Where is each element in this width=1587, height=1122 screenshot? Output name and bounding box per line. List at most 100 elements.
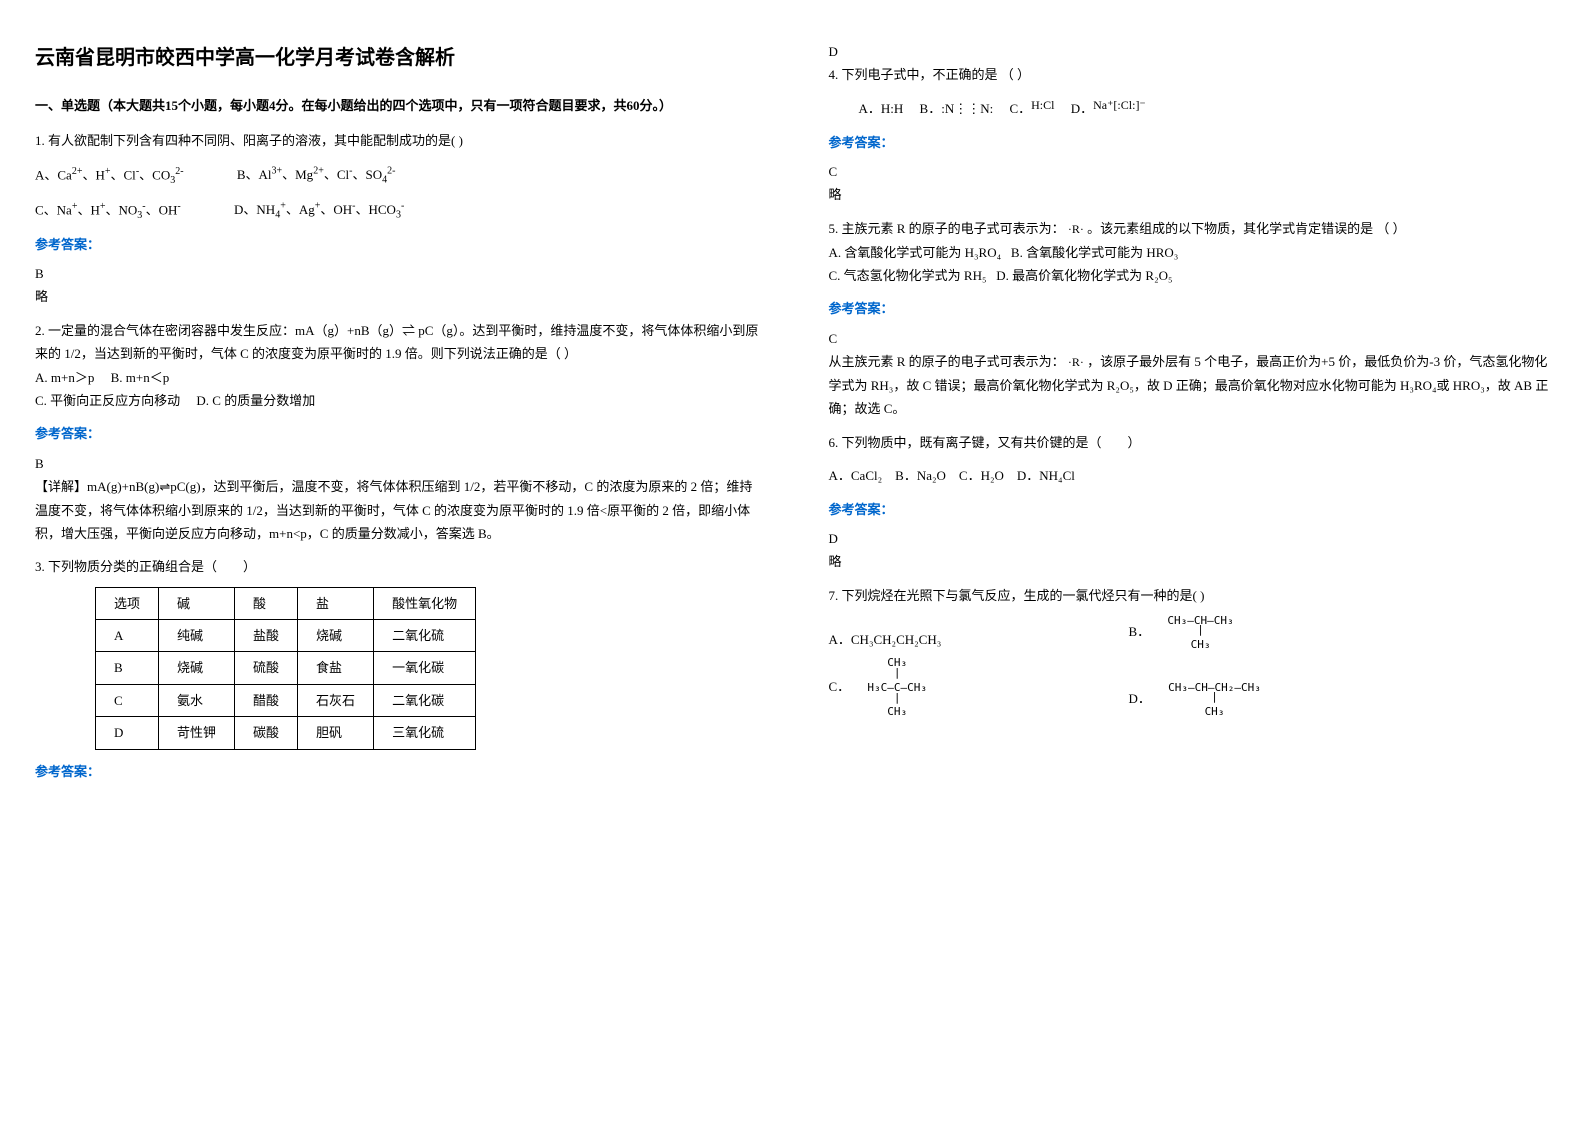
q1-options-row2: C、Na+、H+、NO3-、OH- D、NH4+、Ag+、OH-、HCO3-	[35, 198, 759, 225]
q6-opt-c: C．H₂O	[959, 468, 1004, 483]
question-3: 3. 下列物质分类的正确组合是（ ） 选项 碱 酸 盐 酸性氧化物 A 纯碱 盐…	[35, 555, 759, 749]
q5-opts-line2: C. 气态氢化物化学式为 RH₅ D. 最高价氧化物化学式为 R₂O₅	[829, 264, 1553, 287]
q1-answer-label: 参考答案：	[35, 233, 759, 256]
q3-answer-label: 参考答案：	[35, 760, 759, 783]
td: 三氧化硫	[374, 717, 476, 749]
q5-opts-line1: A. 含氧酸化学式可能为 H₃RO₄ B. 含氧酸化学式可能为 HRO₃	[829, 241, 1553, 264]
td: 苛性钾	[159, 717, 235, 749]
table-row: C 氨水 醋酸 石灰石 二氧化碳	[96, 684, 476, 716]
q4-options: A．H:H B．:N⋮⋮N: C．H:Cl D．Na⁺[:Cl:]⁻	[829, 97, 1553, 121]
q2-stem: 2. 一定量的混合气体在密闭容器中发生反应：mA（g）+nB（g）⇌ pC（g）…	[35, 319, 759, 366]
td: D	[96, 717, 159, 749]
q7-opt-d: D． CH₃—CH—CH₂—CH₃ | CH₃	[1129, 682, 1271, 718]
q5-stem: 5. 主族元素 R 的原子的电子式可表示为： ·R· 。该元素组成的以下物质，其…	[829, 217, 1553, 241]
q1-explain: 略	[35, 285, 759, 308]
q2-explain: 【详解】mA(g)+nB(g)⇌pC(g)，达到平衡后，温度不变，将气体体积压缩…	[35, 475, 759, 545]
q4-answer: C	[829, 160, 1553, 183]
q2-opt-d: D. C 的质量分数增加	[196, 393, 315, 408]
q2-opts-line1: A. m+n＞p B. m+n＜p	[35, 366, 759, 389]
table-row: B 烧碱 硫酸 食盐 一氧化碳	[96, 652, 476, 684]
q1-opt-b: B、Al3+、Mg2+、Cl-、SO42-	[237, 167, 396, 182]
q7-stem: 7. 下列烷烃在光照下与氯气反应，生成的一氯代烃只有一种的是( )	[829, 584, 1553, 607]
q3-table: 选项 碱 酸 盐 酸性氧化物 A 纯碱 盐酸 烧碱 二氧化硫 B 烧碱 硫酸 食…	[95, 587, 476, 750]
q2-opt-a: A. m+n＞p	[35, 370, 94, 385]
q4-opt-d: D．Na⁺[:Cl:]⁻	[1071, 101, 1146, 116]
td: 石灰石	[298, 684, 374, 716]
q4-opt-a: A．H:H	[859, 101, 904, 116]
td: 二氧化碳	[374, 684, 476, 716]
table-row: A 纯碱 盐酸 烧碱 二氧化硫	[96, 620, 476, 652]
question-2: 2. 一定量的混合气体在密闭容器中发生反应：mA（g）+nB（g）⇌ pC（g）…	[35, 319, 759, 413]
q6-answer-label: 参考答案：	[829, 498, 1553, 521]
q4-c-formula: H:Cl	[1031, 95, 1054, 117]
td: 碳酸	[235, 717, 298, 749]
q2-answer-label: 参考答案：	[35, 422, 759, 445]
q7-row2: C． CH₃ | H₃C—C—CH₃ | CH₃ D． CH₃—CH—CH₂—C…	[829, 657, 1553, 717]
q1-answer: B	[35, 262, 759, 285]
td: A	[96, 620, 159, 652]
q6-opt-b: B．Na₂O	[895, 468, 946, 483]
q6-stem: 6. 下列物质中，既有离子键，又有共价键的是（ ）	[829, 431, 1553, 454]
td: 盐酸	[235, 620, 298, 652]
q1-stem: 1. 有人欲配制下列含有四种不同阴、阳离子的溶液，其中能配制成功的是( )	[35, 129, 759, 152]
q3-answer: D	[829, 40, 1553, 63]
td: 二氧化硫	[374, 620, 476, 652]
left-column: 云南省昆明市皎西中学高一化学月考试卷含解析 一、单选题（本大题共15个小题，每小…	[0, 0, 794, 1122]
q4-stem: 4. 下列电子式中，不正确的是 （ ）	[829, 63, 1553, 86]
question-6: 6. 下列物质中，既有离子键，又有共价键的是（ ） A．CaCl₂ B．Na₂O…	[829, 431, 1553, 488]
table-row: D 苛性钾 碳酸 胆矾 三氧化硫	[96, 717, 476, 749]
table-header-row: 选项 碱 酸 盐 酸性氧化物	[96, 587, 476, 619]
q4-opt-b: B．:N⋮⋮N:	[920, 101, 994, 116]
td: 胆矾	[298, 717, 374, 749]
electron-dot-icon: ·R·	[1068, 219, 1084, 241]
q6-answer: D	[829, 527, 1553, 550]
q6-opt-d: D．NH₄Cl	[1017, 468, 1075, 483]
q1-opt-a: A、Ca2+、H+、Cl-、CO32-	[35, 163, 184, 190]
question-5: 5. 主族元素 R 的原子的电子式可表示为： ·R· 。该元素组成的以下物质，其…	[829, 217, 1553, 288]
th-2: 酸	[235, 587, 298, 619]
td: 一氧化碳	[374, 652, 476, 684]
q2-opts-line2: C. 平衡向正反应方向移动 D. C 的质量分数增加	[35, 389, 759, 412]
q2-answer: B	[35, 452, 759, 475]
question-7: 7. 下列烷烃在光照下与氯气反应，生成的一氯代烃只有一种的是( ) A．CH₃C…	[829, 584, 1553, 718]
th-0: 选项	[96, 587, 159, 619]
q3-stem: 3. 下列物质分类的正确组合是（ ）	[35, 555, 759, 578]
q4-answer-label: 参考答案：	[829, 131, 1553, 154]
th-1: 碱	[159, 587, 235, 619]
q6-opt-a: A．CaCl₂	[829, 468, 883, 483]
th-3: 盐	[298, 587, 374, 619]
right-column: D 4. 下列电子式中，不正确的是 （ ） A．H:H B．:N⋮⋮N: C．H…	[794, 0, 1587, 1122]
q2-opt-c: C. 平衡向正反应方向移动	[35, 393, 180, 408]
structure-b: CH₃—CH—CH₃ | CH₃	[1167, 615, 1233, 651]
q7-opt-b: B． CH₃—CH—CH₃ | CH₃	[1129, 615, 1244, 651]
q5-opt-b: B. 含氧酸化学式可能为 HRO₃	[1011, 245, 1178, 260]
question-4: 4. 下列电子式中，不正确的是 （ ） A．H:H B．:N⋮⋮N: C．H:C…	[829, 63, 1553, 120]
q5-opt-c: C. 气态氢化物化学式为 RH₅	[829, 268, 987, 283]
q4-opt-c: C．H:Cl	[1009, 101, 1054, 116]
q5-opt-a: A. 含氧酸化学式可能为 H₃RO₄	[829, 245, 1002, 260]
q6-options: A．CaCl₂ B．Na₂O C．H₂O D．NH₄Cl	[829, 464, 1553, 487]
q4-explain: 略	[829, 183, 1553, 206]
electron-dot-icon: ·R·	[1068, 352, 1084, 374]
q5-opt-d: D. 最高价氧化物化学式为 R₂O₅	[996, 268, 1172, 283]
q5-answer-label: 参考答案：	[829, 297, 1553, 320]
q5-answer: C	[829, 327, 1553, 350]
section-heading: 一、单选题（本大题共15个小题，每小题4分。在每小题给出的四个选项中，只有一项符…	[35, 94, 759, 117]
td: 食盐	[298, 652, 374, 684]
td: 烧碱	[298, 620, 374, 652]
td: 硫酸	[235, 652, 298, 684]
td: C	[96, 684, 159, 716]
q7-row1: A．CH₃CH₂CH₂CH₃ B． CH₃—CH—CH₃ | CH₃	[829, 615, 1553, 651]
td: 醋酸	[235, 684, 298, 716]
structure-d: CH₃—CH—CH₂—CH₃ | CH₃	[1168, 682, 1261, 718]
q2-opt-b: B. m+n＜p	[111, 370, 170, 385]
structure-c: CH₃ | H₃C—C—CH₃ | CH₃	[867, 657, 927, 717]
td: 烧碱	[159, 652, 235, 684]
q1-opt-c: C、Na+、H+、NO3-、OH-	[35, 198, 181, 225]
q1-options-row1: A、Ca2+、H+、Cl-、CO32- B、Al3+、Mg2+、Cl-、SO42…	[35, 163, 759, 190]
td: 氨水	[159, 684, 235, 716]
question-1: 1. 有人欲配制下列含有四种不同阴、阳离子的溶液，其中能配制成功的是( )	[35, 129, 759, 152]
td: B	[96, 652, 159, 684]
q7-opt-c: C． CH₃ | H₃C—C—CH₃ | CH₃	[829, 657, 1129, 717]
td: 纯碱	[159, 620, 235, 652]
